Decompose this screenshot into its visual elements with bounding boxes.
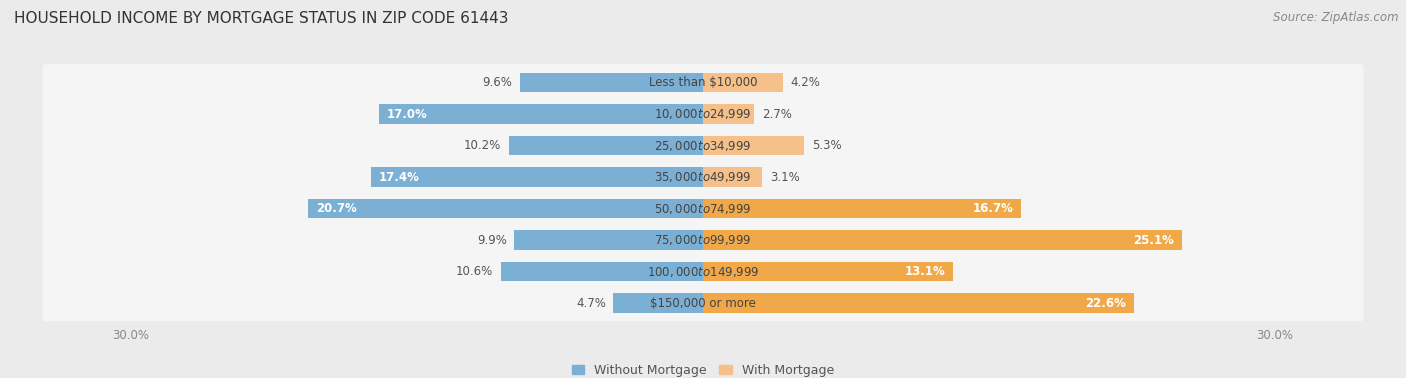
Bar (703, 104, 755, 124)
Text: $150,000 or more: $150,000 or more (650, 296, 756, 310)
Bar (515, 230, 703, 250)
Text: HOUSEHOLD INCOME BY MORTGAGE STATUS IN ZIP CODE 61443: HOUSEHOLD INCOME BY MORTGAGE STATUS IN Z… (14, 11, 509, 26)
Text: 25.1%: 25.1% (1133, 234, 1174, 246)
Text: 13.1%: 13.1% (904, 265, 945, 278)
Bar (703, 262, 953, 281)
Text: 5.3%: 5.3% (811, 139, 841, 152)
FancyBboxPatch shape (42, 64, 1364, 101)
Text: 10.2%: 10.2% (464, 139, 501, 152)
Text: 10.6%: 10.6% (456, 265, 494, 278)
Text: 9.6%: 9.6% (482, 76, 512, 89)
Text: 9.9%: 9.9% (477, 234, 506, 246)
Text: $25,000 to $34,999: $25,000 to $34,999 (654, 138, 752, 153)
FancyBboxPatch shape (42, 127, 1364, 164)
Bar (703, 167, 762, 187)
Text: 17.4%: 17.4% (378, 170, 420, 184)
Text: Less than $10,000: Less than $10,000 (648, 76, 758, 89)
FancyBboxPatch shape (42, 253, 1364, 290)
FancyBboxPatch shape (42, 285, 1364, 321)
FancyBboxPatch shape (42, 96, 1364, 132)
Text: $75,000 to $99,999: $75,000 to $99,999 (654, 233, 752, 247)
Text: 22.6%: 22.6% (1085, 296, 1126, 310)
Bar (613, 293, 703, 313)
Text: 2.7%: 2.7% (762, 107, 792, 121)
Bar (501, 262, 703, 281)
Bar (520, 73, 703, 92)
Text: 16.7%: 16.7% (973, 202, 1014, 215)
Text: 3.1%: 3.1% (769, 170, 800, 184)
Text: 4.2%: 4.2% (790, 76, 821, 89)
Text: $50,000 to $74,999: $50,000 to $74,999 (654, 201, 752, 215)
Text: 4.7%: 4.7% (576, 296, 606, 310)
Bar (509, 136, 703, 155)
Text: $10,000 to $24,999: $10,000 to $24,999 (654, 107, 752, 121)
FancyBboxPatch shape (42, 159, 1364, 195)
Bar (308, 199, 703, 218)
Bar (703, 199, 1021, 218)
Text: Source: ZipAtlas.com: Source: ZipAtlas.com (1274, 11, 1399, 24)
Text: $35,000 to $49,999: $35,000 to $49,999 (654, 170, 752, 184)
Bar (703, 136, 804, 155)
Text: 20.7%: 20.7% (316, 202, 357, 215)
FancyBboxPatch shape (42, 222, 1364, 258)
Bar (703, 293, 1133, 313)
Text: $100,000 to $149,999: $100,000 to $149,999 (647, 265, 759, 279)
Bar (371, 167, 703, 187)
Legend: Without Mortgage, With Mortgage: Without Mortgage, With Mortgage (572, 364, 834, 377)
Text: 17.0%: 17.0% (387, 107, 427, 121)
Bar (378, 104, 703, 124)
Bar (703, 230, 1181, 250)
FancyBboxPatch shape (42, 190, 1364, 227)
Bar (703, 73, 783, 92)
